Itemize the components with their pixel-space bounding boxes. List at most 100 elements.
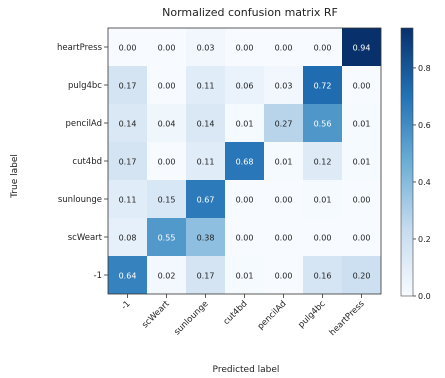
heatmap-cell	[264, 28, 303, 66]
cell-value-label: 0.00	[314, 234, 332, 243]
heatmap-cell	[303, 218, 342, 256]
cell-value-label: 0.14	[197, 120, 215, 129]
y-tick-label: cut4bd	[72, 157, 102, 167]
heatmap-cell	[108, 256, 147, 294]
cell-value-label: 0.03	[275, 82, 293, 91]
x-tick-label: pencilAd	[256, 299, 289, 332]
heatmap-cell	[186, 28, 225, 66]
cell-value-label: 0.15	[158, 196, 176, 205]
heatmap-cell	[147, 142, 186, 180]
cell-value-label: 0.01	[236, 272, 254, 281]
heatmap-cell	[225, 28, 264, 66]
heatmap-cell	[225, 142, 264, 180]
y-tick-labels: heartPress pulg4bc pencilAd cut4bd sunlounge…	[57, 43, 108, 281]
x-tick-label: heartPress	[328, 299, 367, 338]
cell-value-label: 0.00	[236, 196, 254, 205]
heatmap-cells	[107, 27, 382, 295]
cell-value-label: 0.16	[314, 272, 332, 281]
heatmap-cell	[108, 104, 147, 142]
cell-value-label: 0.00	[158, 82, 176, 91]
colorbar-tick-label: 0.2	[418, 235, 431, 244]
cell-value-label: 0.38	[197, 234, 215, 243]
heatmap-cell	[186, 104, 225, 142]
heatmap-cell	[147, 180, 186, 218]
heatmap-cell	[225, 66, 264, 104]
cell-value-label: 0.02	[158, 272, 176, 281]
heatmap-cell	[108, 28, 147, 66]
cell-value-label: 0.17	[119, 158, 137, 167]
heatmap-cell	[225, 104, 264, 142]
cell-value-label: 0.11	[197, 82, 215, 91]
y-tick-label: scWeart	[68, 233, 103, 243]
heatmap-cell	[303, 142, 342, 180]
colorbar-tick-labels: 0.8 0.6 0.4 0.2 0.0	[413, 64, 431, 301]
heatmap-cell	[303, 66, 342, 104]
cell-value-label: 0.00	[275, 196, 293, 205]
heatmap-cell	[303, 104, 342, 142]
chart-title: Normalized confusion matrix RF	[162, 6, 338, 19]
heatmap-cell	[186, 142, 225, 180]
heatmap-cell	[186, 66, 225, 104]
cell-value-label: 0.68	[236, 158, 254, 167]
heatmap-cell	[147, 104, 186, 142]
heatmap-cell	[186, 180, 225, 218]
heatmap-cell	[264, 256, 303, 294]
cell-value-label: 0.12	[314, 158, 332, 167]
cell-value-label: 0.14	[119, 120, 137, 129]
cell-value-labels: 0.00 0.00 0.03 0.00 0.00 0.00 0.94 0.17 0.00 0.11…	[119, 44, 371, 281]
cell-value-label: 0.00	[353, 196, 371, 205]
cell-value-label: 0.01	[353, 120, 371, 129]
cell-value-label: 0.01	[353, 158, 371, 167]
cell-value-label: 0.00	[275, 44, 293, 53]
heatmap-cell	[342, 256, 381, 294]
x-tick-label: pulg4bc	[296, 299, 327, 330]
cell-value-label: 0.08	[119, 234, 137, 243]
y-tick-label: heartPress	[57, 43, 103, 53]
y-tick-label: pencilAd	[66, 119, 102, 129]
cell-value-label: 0.17	[119, 82, 137, 91]
heatmap-cell	[303, 180, 342, 218]
heatmap-cell	[108, 142, 147, 180]
cell-value-label: 0.00	[353, 82, 371, 91]
colorbar-tick-label: 0.8	[418, 64, 431, 73]
heatmap-cell	[264, 142, 303, 180]
cell-value-label: 0.20	[353, 272, 371, 281]
heatmap-cell	[264, 180, 303, 218]
cell-value-label: 0.94	[353, 44, 371, 53]
cell-value-label: 0.64	[119, 272, 137, 281]
heatmap-cell	[147, 66, 186, 104]
y-tick-label: -1	[94, 271, 102, 281]
heatmap-cell	[342, 218, 381, 256]
heatmap-cell	[303, 256, 342, 294]
heatmap-cell	[225, 256, 264, 294]
x-axis-label: Predicted label	[213, 365, 280, 375]
cell-value-label: 0.01	[275, 158, 293, 167]
cell-value-label: 0.72	[314, 82, 332, 91]
cell-value-label: 0.56	[314, 120, 332, 129]
heatmap-cell	[108, 180, 147, 218]
y-axis-label: True label	[10, 154, 20, 199]
x-tick-label: -1	[120, 299, 133, 312]
cell-value-label: 0.00	[314, 44, 332, 53]
cell-value-label: 0.00	[236, 234, 254, 243]
heatmap-cell	[147, 218, 186, 256]
cell-value-label: 0.03	[197, 44, 215, 53]
cell-value-label: 0.00	[275, 272, 293, 281]
y-tick-label: pulg4bc	[68, 81, 102, 91]
y-tick-label: sunlounge	[58, 195, 102, 205]
cell-value-label: 0.17	[197, 272, 215, 281]
colorbar-tick-label: 0.4	[418, 178, 431, 187]
cell-value-label: 0.00	[353, 234, 371, 243]
cell-value-label: 0.00	[158, 158, 176, 167]
cell-value-label: 0.11	[197, 158, 215, 167]
heatmap-cell	[264, 104, 303, 142]
heatmap-cell	[264, 218, 303, 256]
cell-value-label: 0.06	[236, 82, 254, 91]
heatmap-cell	[186, 218, 225, 256]
heatmap-cell	[303, 28, 342, 66]
cell-value-label: 0.01	[314, 196, 332, 205]
heatmap-cell	[225, 180, 264, 218]
heatmap-cell	[108, 66, 147, 104]
x-tick-label: sunlounge	[172, 299, 210, 337]
cell-value-label: 0.27	[275, 120, 293, 129]
